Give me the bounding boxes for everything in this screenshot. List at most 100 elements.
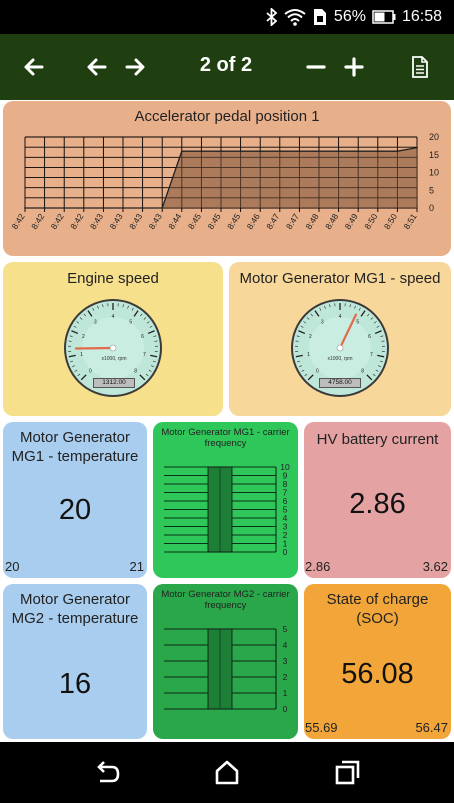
- y-tick-label: 3: [283, 656, 288, 666]
- x-tick-label: 8:47: [264, 212, 281, 232]
- y-tick-label: 10: [280, 462, 290, 472]
- x-tick-label: 8:47: [284, 212, 301, 232]
- gauge-tick-label: 3: [321, 319, 324, 325]
- gauge-tick-label: 2: [309, 334, 312, 340]
- x-tick-label: 8:45: [205, 212, 222, 232]
- x-tick-label: 8:48: [303, 212, 320, 232]
- gauge-tick: [370, 317, 374, 320]
- gauge-tick-label: 1: [80, 352, 83, 358]
- accelerator-chart-tile[interactable]: Accelerator pedal position 1 20 15 10 5 0 8:4…: [3, 101, 451, 256]
- gauge-tick: [304, 373, 308, 377]
- gauge-tick-label: 5: [129, 319, 132, 325]
- next-page-button[interactable]: [119, 51, 151, 83]
- gauge-tick: [303, 321, 307, 324]
- gauge-readout: 1312.00: [93, 378, 135, 388]
- tile-title: State of charge (SOC): [326, 591, 429, 627]
- data-point: [180, 150, 183, 153]
- report-button[interactable]: [404, 51, 436, 83]
- status-time: 16:58: [401, 8, 442, 25]
- wifi-icon: [284, 9, 306, 26]
- gauge-tick: [69, 335, 73, 337]
- y-tick-label: 20: [429, 132, 439, 142]
- previous-page-button[interactable]: [81, 51, 113, 83]
- gauge-tick: [378, 365, 381, 368]
- mg2-frequency-bar-chart: 5 4 3 2 1 0: [164, 624, 288, 714]
- gauge-tick: [149, 325, 153, 328]
- gauge-tick: [377, 354, 385, 358]
- gauge-tick-label: 8: [134, 369, 137, 375]
- y-tick-label: 8: [283, 479, 288, 489]
- gauge-tick: [367, 313, 370, 317]
- gauge-tick: [314, 310, 320, 317]
- data-point: [298, 150, 301, 153]
- gauge-tick: [83, 313, 86, 317]
- gauge-tick: [376, 325, 380, 328]
- back-button[interactable]: [17, 51, 49, 83]
- y-tick-label: 1: [283, 688, 288, 698]
- data-point: [259, 150, 262, 153]
- gauge-tick: [300, 325, 304, 328]
- gauge-tick: [102, 304, 104, 308]
- gauge-tick-label: 1: [307, 352, 310, 358]
- gauge-tick: [319, 307, 322, 311]
- tile-title: Motor Generator MG1 - temperature: [11, 429, 139, 465]
- x-tick-label: 8:46: [245, 212, 262, 232]
- nav-home-icon[interactable]: [212, 758, 242, 788]
- zoom-out-button[interactable]: [300, 51, 332, 83]
- data-point: [278, 150, 281, 153]
- mg1-speed-tile[interactable]: Motor Generator MG1 - speed 0 1 2 3 4 5 6 7 8 x1…: [229, 262, 451, 416]
- mg2-temperature-tile[interactable]: Motor Generator MG2 - temperature 16: [3, 584, 147, 739]
- data-point: [63, 207, 66, 209]
- gauge-tick: [373, 321, 377, 324]
- y-tick-label: 7: [283, 488, 288, 498]
- data-point: [82, 207, 85, 209]
- gauge-tick: [72, 365, 75, 368]
- gauge-tick: [360, 310, 366, 317]
- zoom-in-icon: [344, 57, 364, 77]
- gauge-tick: [133, 310, 139, 317]
- gauge-tick: [131, 307, 134, 311]
- gauge-tick: [73, 325, 77, 328]
- y-tick-label: 4: [283, 640, 288, 650]
- engine-speed-tile[interactable]: Engine speed 0 1 2 3 4 5 6 7 8 x1000, rpm 1312.0…: [3, 262, 223, 416]
- gauge-tick: [372, 373, 376, 377]
- nav-recents-icon[interactable]: [332, 758, 362, 788]
- gauge-tick-label: 5: [356, 319, 359, 325]
- tile-title: Accelerator pedal position 1: [134, 108, 320, 125]
- data-point: [239, 150, 242, 153]
- max-value: 21: [129, 559, 144, 574]
- gauge-tick-label: 7: [143, 352, 146, 358]
- x-tick-label: 8:42: [68, 212, 85, 232]
- x-tick-label: 8:43: [147, 212, 164, 232]
- data-point: [376, 150, 379, 153]
- mg2-carrier-frequency-tile[interactable]: Motor Generator MG2 - carrier frequency …: [153, 584, 298, 739]
- x-tick-label: 8:50: [362, 212, 379, 232]
- mg1-temperature-tile[interactable]: Motor Generator MG1 - temperature 20 20 …: [3, 422, 147, 578]
- x-tick-label: 8:48: [323, 212, 340, 232]
- state-of-charge-tile[interactable]: State of charge (SOC) 56.08 55.69 56.47: [304, 584, 451, 739]
- gauge-tick: [139, 374, 146, 381]
- engine-speed-gauge: 0 1 2 3 4 5 6 7 8: [64, 299, 162, 397]
- mg1-carrier-frequency-tile[interactable]: Motor Generator MG1 - carrier frequency …: [153, 422, 298, 578]
- gauge-tick: [92, 307, 95, 311]
- series-area: [25, 147, 417, 208]
- zoom-in-button[interactable]: [338, 51, 370, 83]
- gauge-tick: [145, 373, 149, 377]
- document-icon: [412, 56, 428, 78]
- data-point: [416, 146, 418, 149]
- page-indicator: 2 of 2: [199, 54, 253, 76]
- nav-back-icon[interactable]: [92, 758, 122, 788]
- data-point: [357, 150, 360, 153]
- sim-icon: [313, 9, 326, 25]
- status-icons: 56% 16:58: [266, 0, 454, 34]
- tile-title: Motor Generator MG1 - speed: [239, 270, 441, 287]
- gauge-tick: [298, 330, 306, 335]
- gauge-unit: x1000, rpm: [101, 356, 127, 362]
- hv-battery-current-tile[interactable]: HV battery current 2.86 2.86 3.62: [304, 422, 451, 578]
- y-tick-label: 2: [283, 672, 288, 682]
- mg2-temperature-value: 16: [58, 668, 92, 700]
- gauge-hub: [109, 344, 117, 352]
- gauge-tick: [324, 305, 326, 309]
- y-tick-label: 15: [429, 150, 439, 160]
- back-arrow-icon: [24, 58, 44, 76]
